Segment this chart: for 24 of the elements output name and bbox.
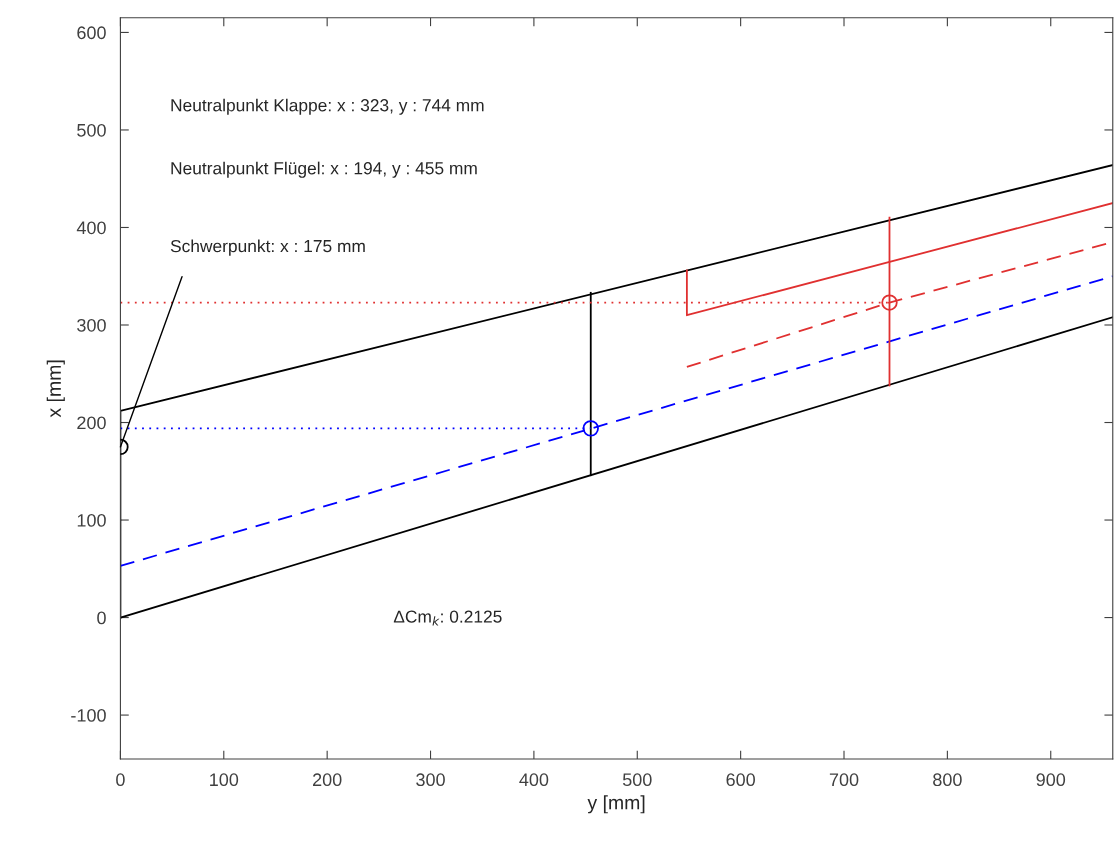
y-tick-label: 400 — [76, 221, 106, 235]
x-tick-label: 800 — [933, 773, 962, 787]
x-tick-label: 500 — [622, 773, 652, 787]
annotation: Neutralpunkt Klappe: x : 323, y : 744 mm — [171, 98, 484, 115]
y-tick-label: 200 — [77, 416, 106, 430]
y-tick-label: 600 — [77, 26, 106, 40]
x-tick-label: 700 — [829, 773, 859, 787]
annotation: Schwerpunkt: x : 175 mm — [170, 239, 365, 256]
y-axis-title: x [mm] — [46, 360, 65, 418]
x-tick-label: 0 — [116, 773, 125, 787]
x-tick-label: 300 — [416, 773, 445, 787]
x-tick-label: 900 — [1036, 773, 1066, 787]
x-tick-label: 200 — [313, 773, 342, 787]
x-axis-title: y [mm] — [587, 795, 645, 814]
annotation: ΔCm$_{k}$: 0.2125 — [393, 610, 502, 626]
y-tick-label: 300 — [77, 318, 106, 332]
y-tick-label: 500 — [77, 123, 106, 137]
x-tick-label: 100 — [210, 773, 239, 787]
y-tick-label: -100 — [71, 709, 106, 722]
y-tick-label: 100 — [77, 513, 106, 527]
x-tick-label: 400 — [519, 773, 549, 787]
x-tick-label: 600 — [726, 773, 755, 787]
y-tick-label: 0 — [97, 611, 106, 625]
annotation: Neutralpunkt Flügel: x : 194, y : 455 mm — [171, 161, 477, 178]
